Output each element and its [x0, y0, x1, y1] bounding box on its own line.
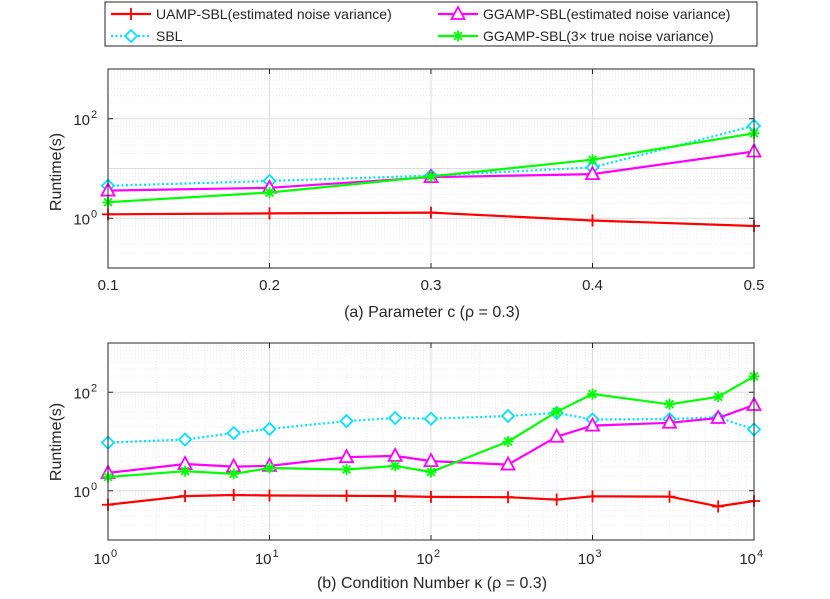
data-point: [341, 464, 353, 476]
legend-marker: [452, 30, 464, 42]
data-point: [262, 421, 277, 437]
bottom-xlabel: (b) Condition Number κ (ρ = 0.3): [317, 575, 547, 592]
data-point: [263, 207, 276, 220]
data-point: [423, 411, 439, 426]
data-point: [228, 468, 240, 480]
data-point: [584, 165, 601, 181]
y-tick-label: 10: [73, 484, 90, 501]
x-tick-label: 10: [578, 551, 595, 568]
y-tick-exponent: 2: [91, 382, 97, 394]
x-tick-label: 0.1: [98, 277, 119, 294]
data-point: [425, 171, 437, 183]
legend-box: [104, 1, 758, 47]
data-point: [387, 410, 403, 426]
data-point: [502, 436, 514, 447]
x-tick-exponent: 0: [111, 548, 117, 560]
bottom-ylabel: Runtime(s): [48, 403, 65, 481]
legend-label: GGAMP-SBL(estimated noise variance): [483, 6, 730, 22]
data-point: [550, 493, 563, 506]
data-point: [339, 413, 354, 429]
data-point: [500, 408, 516, 424]
y-tick-exponent: 0: [91, 208, 97, 220]
data-point: [179, 490, 192, 503]
data-point: [502, 491, 515, 504]
x-tick-exponent: 1: [273, 548, 279, 560]
data-point: [177, 432, 193, 447]
top-ylabel: Runtime(s): [48, 133, 65, 211]
data-point: [264, 462, 275, 474]
data-point: [389, 460, 401, 472]
data-point: [712, 500, 725, 513]
legend-marker: [125, 8, 137, 20]
y-tick-label: 10: [73, 385, 90, 402]
data-point: [551, 406, 563, 418]
y-tick-label: 10: [73, 211, 90, 228]
data-point: [586, 490, 599, 503]
data-point: [664, 398, 676, 410]
top-xlabel: (a) Parameter c (ρ = 0.3): [344, 304, 520, 321]
data-point: [179, 465, 191, 477]
x-tick-label: 10: [416, 551, 433, 568]
data-point: [263, 489, 276, 502]
legend-label: GGAMP-SBL(3× true noise variance): [483, 28, 714, 44]
legend-marker: [123, 28, 139, 44]
series-uamp-sbl-estimated-noise-variance: [102, 206, 760, 232]
x-tick-label: 0.2: [259, 277, 280, 294]
data-point: [425, 206, 437, 219]
legend-entry-uamp-sbl-estimated-noise-variance: UAMP-SBL(estimated noise variance): [111, 6, 392, 22]
x-tick-label: 0.5: [744, 277, 765, 294]
data-point: [264, 186, 275, 198]
legend-label: UAMP-SBL(estimated noise variance): [156, 6, 392, 22]
data-point: [338, 448, 355, 464]
legend-label: SBL: [156, 28, 183, 44]
top-axes: 10 010 20.1 0.2 0.3 0.4 0.5: [73, 68, 764, 294]
data-point: [226, 425, 241, 441]
ticks: 10 010 210 0 10 1 10 2 10 3 10 4: [73, 343, 763, 568]
data-point: [422, 452, 440, 467]
data-point: [712, 391, 724, 403]
x-tick-label: 10: [255, 551, 272, 568]
x-tick-label: 10: [93, 551, 110, 568]
x-tick-label: 0.3: [421, 277, 442, 294]
data-point: [500, 455, 517, 471]
data-point: [710, 409, 727, 424]
bottom-axes: 10 010 210 0 10 1 10 2 10 3 10 4: [73, 342, 763, 568]
ticks: 10 010 20.1 0.2 0.3 0.4 0.5: [73, 69, 764, 294]
legend-entry-sbl: SBL: [111, 28, 183, 44]
legend-entry-ggamp-sbl-3-true-noise-variance: GGAMP-SBL(3× true noise variance): [438, 28, 714, 44]
data-point: [587, 154, 598, 166]
x-tick-exponent: 3: [596, 548, 602, 560]
data-point: [425, 490, 437, 503]
x-tick-label: 0.4: [582, 277, 603, 294]
data-point: [663, 490, 676, 503]
legend-entry-ggamp-sbl-estimated-noise-variance: GGAMP-SBL(estimated noise variance): [438, 5, 730, 22]
legend-marker: [449, 5, 467, 20]
data-point: [389, 490, 402, 503]
x-tick-label: 10: [739, 551, 756, 568]
data-point: [586, 214, 599, 227]
data-point: [425, 466, 437, 478]
y-tick-label: 10: [73, 112, 90, 129]
data-point: [661, 413, 678, 429]
x-tick-exponent: 2: [434, 548, 440, 560]
y-tick-exponent: 2: [91, 109, 97, 121]
data-point: [227, 488, 240, 501]
x-tick-exponent: 4: [757, 548, 763, 560]
data-point: [340, 489, 353, 502]
data-point: [548, 427, 565, 443]
y-tick-exponent: 0: [91, 481, 97, 493]
data-point: [584, 416, 601, 432]
legend: UAMP-SBL(estimated noise variance) GGAMP-…: [104, 1, 758, 47]
series-line: [107, 124, 755, 187]
data-point: [587, 388, 598, 400]
